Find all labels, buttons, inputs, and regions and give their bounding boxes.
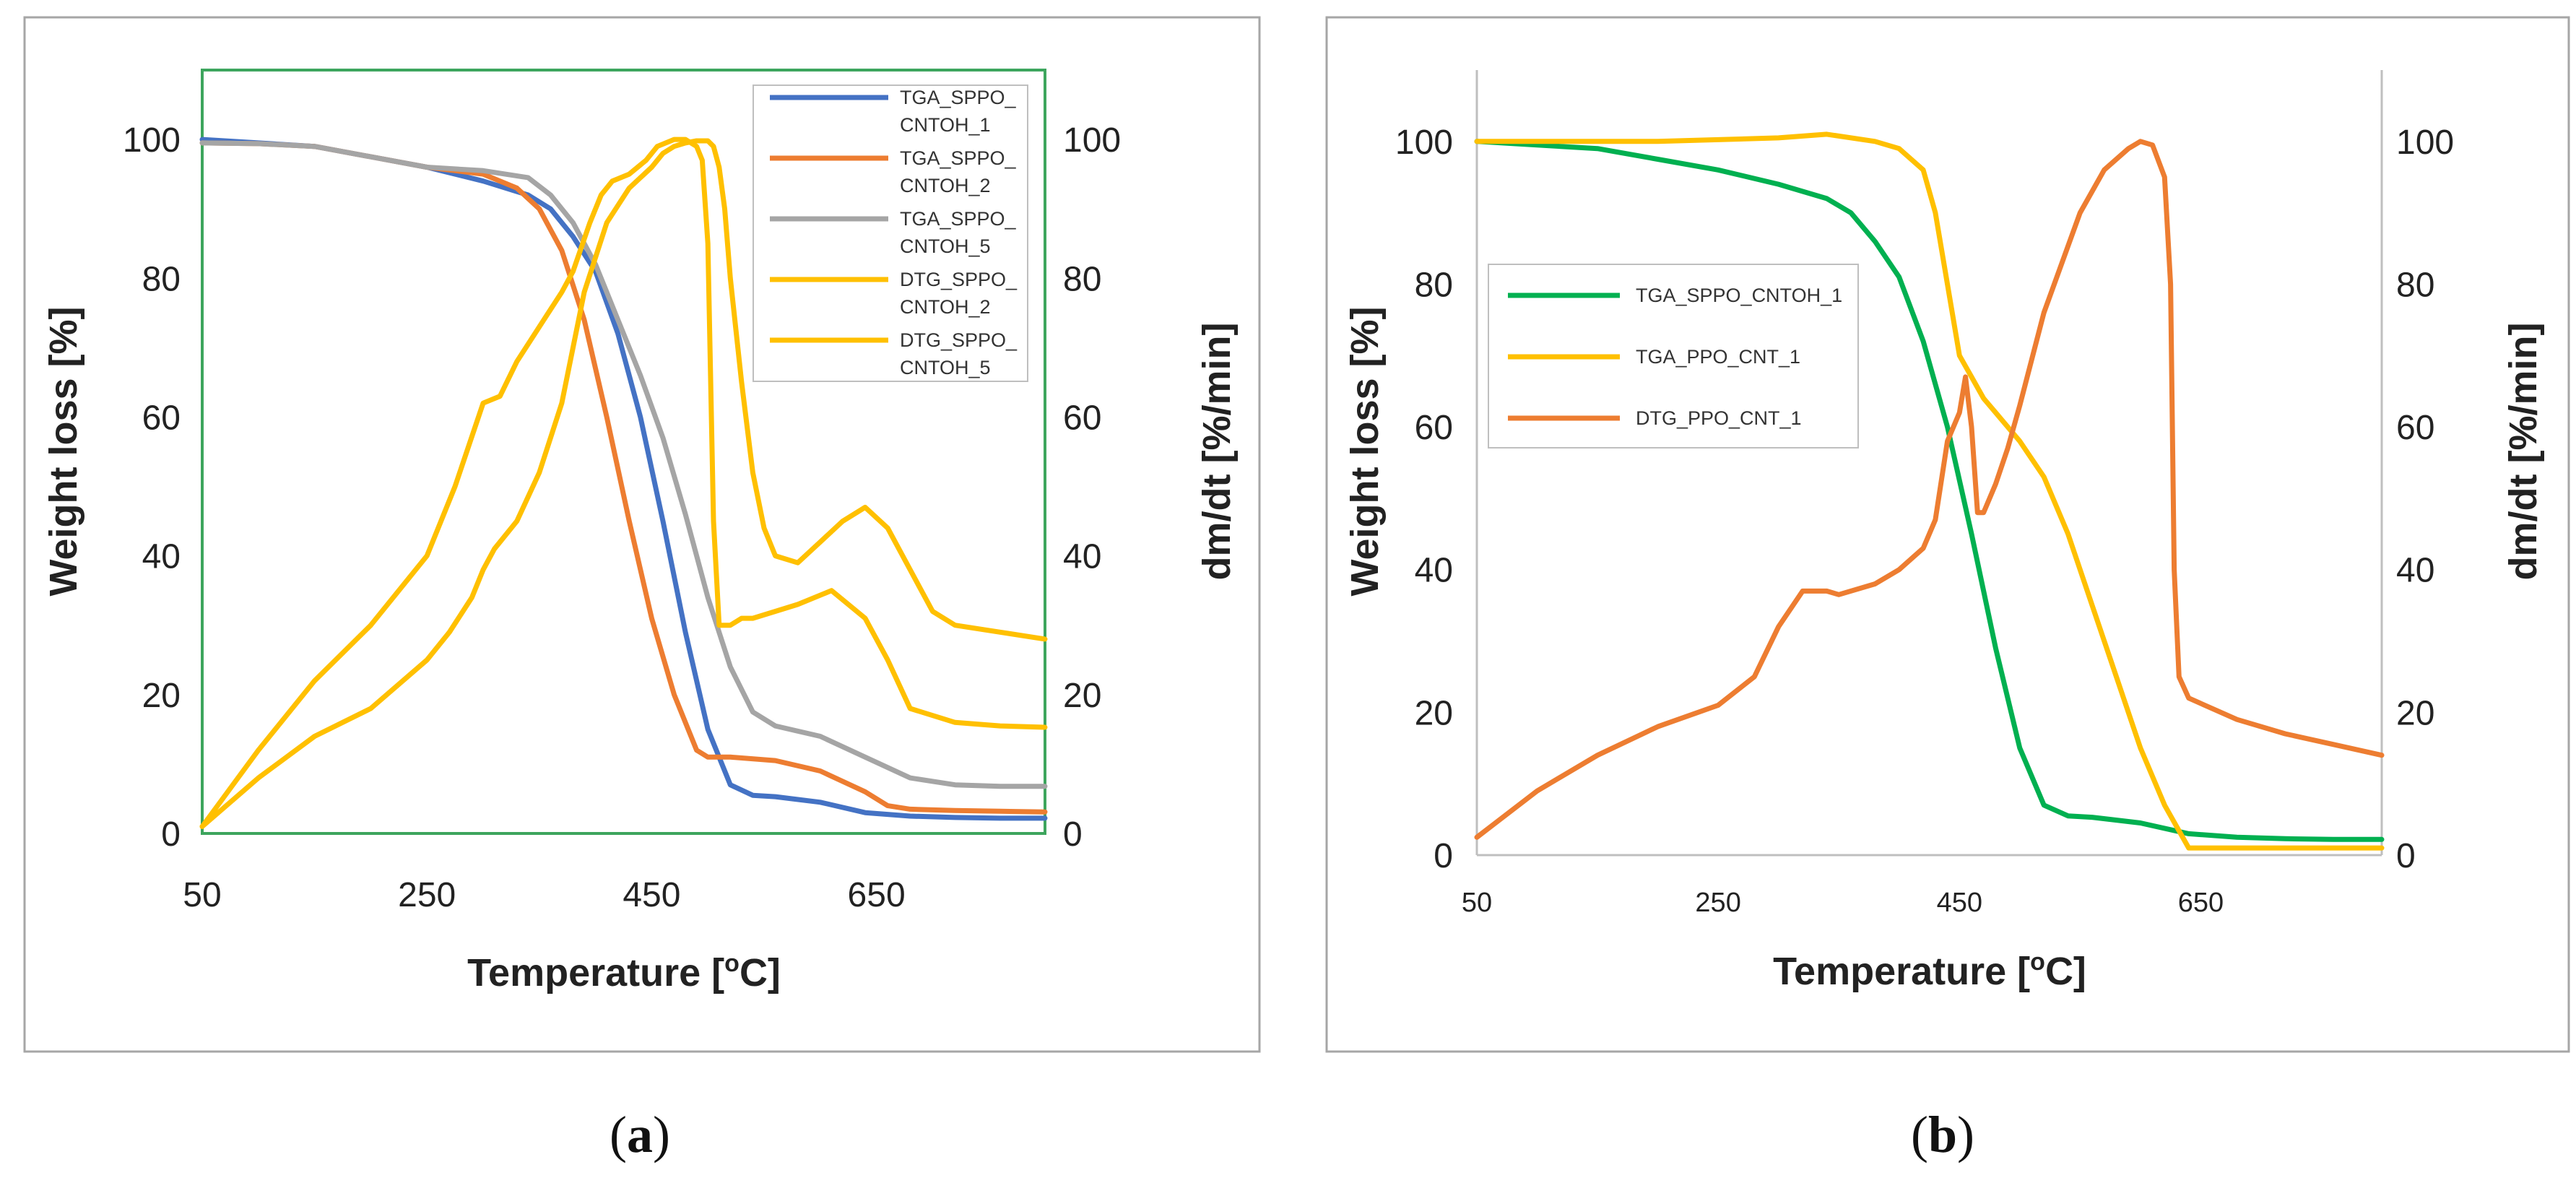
y2-tick-label: 20 — [1063, 677, 1101, 715]
y-tick-label: 0 — [161, 815, 181, 854]
y-tick-label: 80 — [1415, 266, 1453, 304]
legend-label: TGA_PPO_CNT_1 — [1636, 346, 1800, 368]
y-tick-label: 60 — [142, 399, 181, 437]
x-tick-label: 450 — [1937, 888, 1982, 918]
legend-label: TGA_SPPO_ — [900, 147, 1017, 169]
y-tick-label: 60 — [1415, 409, 1453, 447]
y-tick-label: 100 — [1395, 124, 1453, 162]
series-group-b — [1474, 131, 2385, 851]
y-tick-label: 20 — [1415, 694, 1453, 732]
legend-label: DTG_SPPO_ — [900, 269, 1018, 290]
legend-label: CNTOH_5 — [900, 235, 991, 257]
chart-panel-a: 50 250 450 650 0 20 40 60 80 100 0 20 40 60 80 100 Te… — [42, 69, 1239, 1164]
y2-tick-label: 20 — [2396, 694, 2434, 732]
chart-frame-a — [23, 16, 1261, 1053]
series-line-tga-sppo-cntoh-1 — [1474, 139, 2385, 842]
series-line-dtg-sppo-cntoh-5 — [199, 138, 1048, 829]
chart-panel-b: 50 250 450 650 0 20 40 60 80 100 0 20 40 60 80 100 Te… — [1343, 70, 2545, 1164]
x-tick-label: 250 — [1695, 888, 1740, 918]
x-axis-title-b: Temperature [oC] — [1773, 948, 2086, 993]
panel-label-b: (b) — [1911, 1106, 1974, 1164]
y2-tick-label: 60 — [2396, 409, 2434, 447]
x-tick-label: 50 — [183, 876, 221, 914]
legend-box-a — [753, 84, 1028, 382]
y2-tick-label: 0 — [2396, 837, 2416, 875]
legend-b: TGA_SPPO_CNTOH_1 TGA_PPO_CNT_1 DTG_PPO_CNT… — [1488, 264, 1859, 448]
y-axis-title-b: Weight loss [%] — [1343, 306, 1387, 596]
y2-tick-label: 40 — [1063, 538, 1101, 576]
panel-label-a: (a) — [610, 1106, 670, 1164]
legend-label: TGA_SPPO_CNTOH_1 — [1636, 285, 1842, 306]
y-tick-label: 80 — [142, 260, 181, 298]
y-axis-title-a: Weight loss [%] — [42, 306, 85, 596]
plot-area-border-a — [201, 69, 1046, 835]
x-tick-label: 650 — [848, 876, 906, 914]
y-tick-label: 0 — [1434, 837, 1453, 875]
legend-label: TGA_SPPO_ — [900, 208, 1017, 230]
legend-a: TGA_SPPO_ CNTOH_1 TGA_SPPO_ CNTOH_2 TGA_SPPO… — [753, 84, 1028, 382]
legend-label: DTG_PPO_CNT_1 — [1636, 407, 1802, 429]
series-group-a — [199, 136, 1048, 829]
legend-label: CNTOH_1 — [900, 114, 991, 136]
y-tick-labels-a: 0 20 40 60 80 100 — [123, 121, 181, 854]
series-line-tga-ppo-cnt-1 — [1474, 131, 2385, 851]
y2-tick-labels-b: 0 20 40 60 80 100 — [2396, 124, 2454, 875]
series-line-tga-sppo-cntoh-5 — [199, 140, 1048, 789]
y2-tick-labels-a: 0 20 40 60 80 100 — [1063, 121, 1121, 854]
y2-tick-label: 100 — [2396, 124, 2454, 162]
chart-frame-b — [1325, 16, 2570, 1053]
x-tick-labels-b: 50 250 450 650 — [1462, 888, 2224, 918]
y2-tick-label: 60 — [1063, 399, 1101, 437]
legend-label: TGA_SPPO_ — [900, 87, 1017, 108]
y2-tick-label: 80 — [1063, 260, 1101, 298]
x-tick-labels-a: 50 250 450 650 — [183, 876, 905, 914]
legend-label: CNTOH_2 — [900, 296, 991, 318]
y-tick-label: 20 — [142, 677, 181, 715]
y2-axis-title-a: dm/dt [%/min] — [1195, 323, 1239, 581]
x-tick-label: 450 — [623, 876, 680, 914]
y2-tick-label: 80 — [2396, 266, 2434, 304]
x-tick-label: 650 — [2178, 888, 2224, 918]
x-axis-title-a: Temperature [oC] — [467, 950, 781, 994]
x-tick-label: 50 — [1462, 888, 1492, 918]
y-tick-label: 40 — [142, 538, 181, 576]
y2-tick-label: 0 — [1063, 815, 1083, 854]
y-tick-label: 40 — [1415, 552, 1453, 590]
legend-label: CNTOH_5 — [900, 357, 991, 378]
x-tick-label: 250 — [398, 876, 456, 914]
legend-label: DTG_SPPO_ — [900, 329, 1018, 351]
y-tick-labels-b: 0 20 40 60 80 100 — [1395, 124, 1453, 875]
legend-label: CNTOH_2 — [900, 175, 991, 196]
y-tick-label: 100 — [123, 121, 181, 160]
y2-axis-title-b: dm/dt [%/min] — [2502, 323, 2545, 581]
y2-tick-label: 40 — [2396, 552, 2434, 590]
series-line-dtg-ppo-cnt-1 — [1474, 139, 2385, 840]
y2-tick-label: 100 — [1063, 121, 1121, 160]
series-line-dtg-sppo-cntoh-2 — [199, 136, 1048, 829]
